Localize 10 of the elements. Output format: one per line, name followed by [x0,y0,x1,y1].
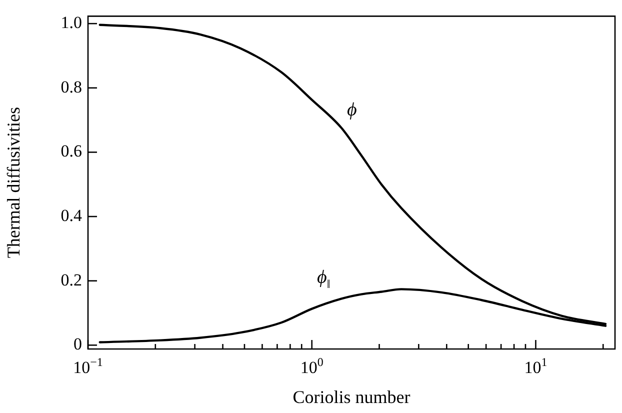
x-axis-title: Coriolis number [292,386,410,407]
y-tick-label: 0.2 [60,270,82,290]
series-label: ϕ [347,99,358,120]
y-tick-label: 0.4 [60,206,82,225]
y-axis-title: Thermal diffusivities [4,107,24,258]
y-tick-label: 0 [74,334,82,354]
y-tick-label: 0.8 [60,77,82,96]
series-label: ϕ‖ [317,266,330,291]
y-tick-label: 1.0 [60,13,82,32]
y-tick-label: 0.6 [60,142,82,161]
